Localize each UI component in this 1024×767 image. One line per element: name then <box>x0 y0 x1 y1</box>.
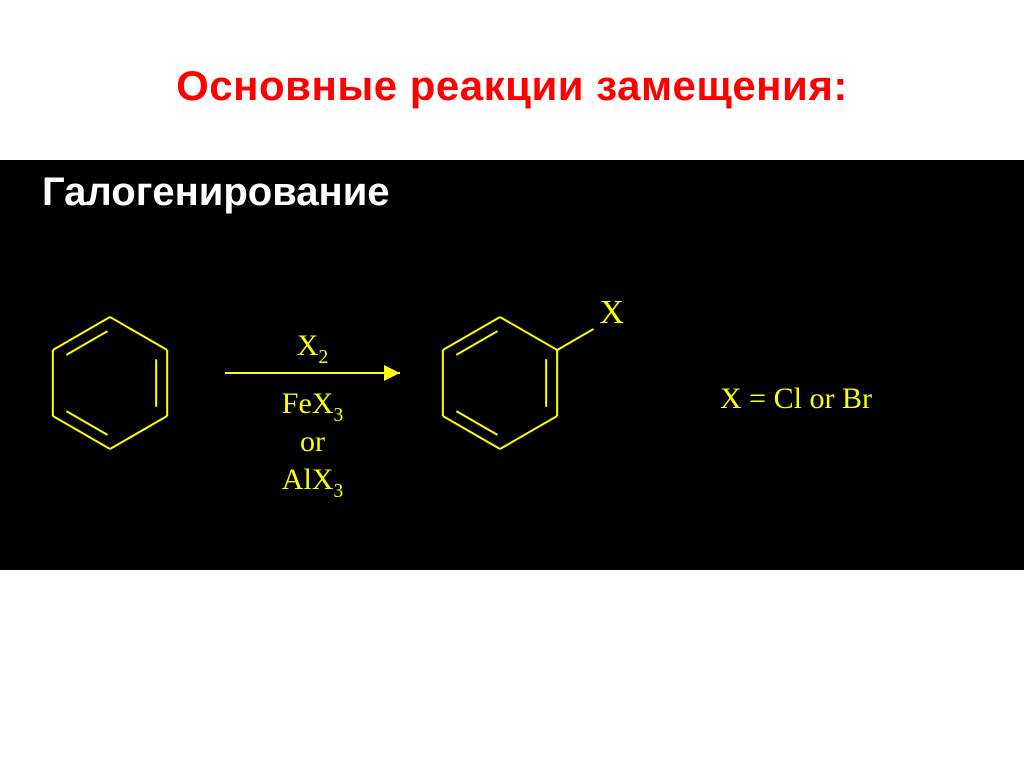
catalyst-label-2: AlX3 <box>282 463 343 502</box>
catalyst-or: or <box>300 425 325 458</box>
reaction-panel: Галогенирование X X2 FeX3or AlX3 X = Cl or B… <box>0 160 1024 570</box>
product-substituent-label: X <box>600 294 625 331</box>
catalyst-label-1: FeX3 <box>282 387 343 426</box>
reaction-subtitle: Галогенирование <box>42 170 390 215</box>
reaction-diagram: X X2 FeX3or AlX3 X = Cl or Br <box>0 238 1024 558</box>
halogen-legend: X = Cl or Br <box>720 382 872 415</box>
slide-title: Основные реакции замещения: <box>0 62 1024 110</box>
reagent-label: X2 <box>297 329 328 368</box>
